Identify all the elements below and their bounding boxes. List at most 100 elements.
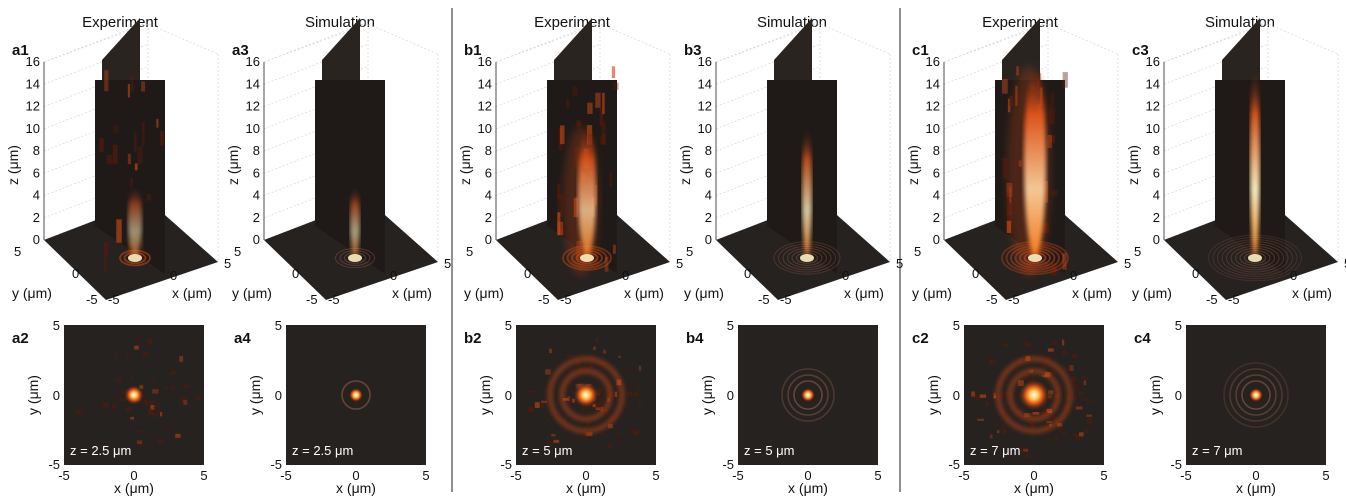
- speckle: [1050, 370, 1056, 375]
- speckle: [600, 407, 603, 412]
- speckle-streak: [557, 212, 561, 236]
- speckle: [1062, 339, 1065, 346]
- focal-spot: [573, 382, 599, 408]
- speckle: [1041, 411, 1048, 416]
- speckle: [1027, 342, 1031, 347]
- speckle: [150, 405, 155, 410]
- speckle: [553, 439, 560, 443]
- z-tick-label: 14: [926, 76, 940, 91]
- speckle: [630, 427, 634, 432]
- speckle-streak: [106, 154, 113, 165]
- y-axis-label: y (μm): [232, 285, 272, 301]
- x-tick-label: 5: [200, 468, 207, 483]
- speckle: [979, 394, 986, 398]
- speckle-streak: [112, 144, 118, 164]
- speckle: [134, 345, 139, 350]
- speckle: [142, 400, 148, 404]
- speckle: [142, 352, 146, 358]
- speckle: [75, 410, 82, 415]
- x-axis-label: x (μm): [336, 480, 376, 496]
- z-tick-label: 4: [485, 188, 492, 203]
- speckle: [1070, 376, 1077, 383]
- z-tick-label: 0: [253, 232, 260, 247]
- panel-2d-a2: a2 z = 2.5 μm 5 0 -5 y (μm) -5 0 5 x (μm): [12, 318, 208, 496]
- speckle-streak: [134, 132, 137, 152]
- speckle: [1023, 374, 1029, 381]
- speckle: [632, 391, 640, 397]
- x-tick-label: -5: [328, 292, 340, 307]
- speckle: [567, 398, 575, 404]
- speckle: [1081, 375, 1088, 379]
- x-tick-label: 0: [804, 468, 811, 483]
- panel-2d-a4: a4 z = 2.5 μm 5 0 -5 y (μm) -5 0 5 x (μm): [234, 318, 430, 496]
- panel-label: c4: [1134, 330, 1151, 347]
- speckle: [175, 433, 181, 438]
- column-title-experiment: Experiment: [82, 14, 159, 31]
- z-tick-label: 10: [926, 121, 940, 136]
- z-tick-label: 14: [246, 76, 260, 91]
- focal-spot: [349, 388, 363, 402]
- z-tick-label: 12: [698, 99, 712, 114]
- x-tick-label: 0: [1030, 468, 1037, 483]
- z-tick-label: 8: [705, 143, 712, 158]
- speckle: [1074, 384, 1079, 390]
- speckle: [1087, 418, 1093, 425]
- z-tick-label: 16: [26, 54, 40, 69]
- panel-2d-c2: c2 z = 7 μm 5 0 -5 y (μm) -5 0 5 x (μm): [912, 318, 1108, 496]
- z-tick-label: 14: [26, 76, 40, 91]
- speckle-streak: [1002, 158, 1008, 179]
- speckle: [139, 441, 143, 447]
- speckle: [632, 429, 639, 436]
- speckle: [170, 370, 177, 375]
- speckle: [534, 402, 540, 408]
- speckle: [975, 395, 981, 400]
- y-tick-label: -5: [270, 457, 282, 472]
- z-tick-label: 4: [933, 188, 940, 203]
- speckle: [593, 403, 600, 410]
- panel-label: c1: [912, 42, 929, 59]
- ring: [341, 380, 371, 410]
- x-tick-label: 0: [1252, 468, 1259, 483]
- y-axis-label: y (μm): [464, 285, 504, 301]
- speckle: [115, 379, 118, 383]
- speckle: [1071, 396, 1077, 400]
- floor-spot: [128, 254, 142, 262]
- z-position-label: z = 7 μm: [1192, 443, 1242, 458]
- x-tick-label: 5: [874, 468, 881, 483]
- floor-spot: [1028, 254, 1042, 262]
- speckle: [1029, 413, 1034, 418]
- speckle-streak: [104, 70, 109, 92]
- x-tick-label: -5: [780, 292, 792, 307]
- y-tick-label: 5: [14, 244, 21, 259]
- y-axis-label: y (μm): [1147, 375, 1163, 415]
- panel-label: b2: [464, 330, 482, 347]
- speckle-streak: [127, 153, 131, 165]
- speckle: [623, 401, 627, 405]
- z-tick-label: 0: [933, 232, 940, 247]
- speckle: [1074, 435, 1080, 441]
- speckle: [595, 337, 599, 344]
- speckle: [1029, 421, 1032, 426]
- z-tick-label: 6: [33, 165, 40, 180]
- speckle: [571, 398, 576, 403]
- speckle: [617, 439, 622, 444]
- y-axis-label: y (μm): [477, 375, 493, 415]
- z-tick-label: 4: [33, 188, 40, 203]
- speckle: [614, 391, 617, 397]
- z-tick-label: 0: [33, 232, 40, 247]
- y-tick-label: 0: [292, 266, 299, 281]
- z-position-label: z = 2.5 μm: [70, 443, 131, 458]
- speckle: [1055, 435, 1058, 441]
- panel-2d-b4: b4 z = 5 μm 5 0 -5 y (μm) -5 0 5 x (μm): [686, 318, 882, 496]
- speckle-streak: [1050, 92, 1054, 107]
- y-tick-label: 0: [505, 388, 512, 403]
- beam-core: [128, 186, 142, 256]
- y-tick-label: 5: [953, 318, 960, 333]
- speckle: [139, 430, 145, 433]
- speckle: [115, 354, 118, 358]
- speckle: [576, 432, 582, 437]
- speckle: [527, 406, 534, 412]
